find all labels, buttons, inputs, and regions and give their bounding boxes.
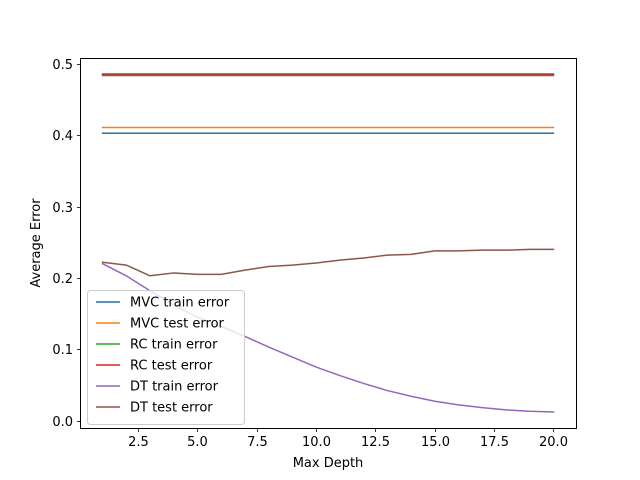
legend-entry: RC train error (130, 338, 218, 353)
plot-frame (80, 58, 577, 429)
x-axis-label: Max Depth (293, 456, 364, 471)
x-tick-label: 2.5 (128, 435, 149, 450)
x-tick-label: 7.5 (247, 435, 268, 450)
legend-entry: RC test error (130, 359, 213, 374)
x-axis-ticks: 2.5 5.0 7.5 10.0 12.5 15.0 17.5 20.0 (128, 428, 568, 450)
legend-box (87, 290, 245, 425)
x-tick-label: 12.5 (361, 435, 390, 450)
y-tick-label: 0.1 (52, 343, 73, 358)
y-tick-label: 0.0 (52, 415, 73, 430)
y-tick-label: 0.3 (52, 201, 73, 216)
series-line-5 (101, 248, 555, 277)
y-axis-ticks: 0.0 0.1 0.2 0.3 0.4 0.5 (52, 58, 81, 430)
x-tick-label: 17.5 (480, 435, 509, 450)
x-tick-label: 10.0 (302, 435, 331, 450)
y-tick-label: 0.4 (52, 129, 73, 144)
legend-entry: DT test error (130, 401, 213, 416)
y-tick-label: 0.2 (52, 272, 73, 287)
legend-entry: MVC test error (130, 317, 225, 332)
x-tick-label: 20.0 (539, 435, 568, 450)
x-tick-label: 5.0 (187, 435, 208, 450)
x-tick-label: 15.0 (421, 435, 450, 450)
legend-entry: MVC train error (130, 296, 230, 311)
legend-entry: DT train error (130, 380, 219, 395)
legend: MVC train error MVC test error RC train er… (87, 290, 245, 425)
y-tick-label: 0.5 (52, 58, 73, 73)
y-axis-label: Average Error (29, 198, 44, 288)
